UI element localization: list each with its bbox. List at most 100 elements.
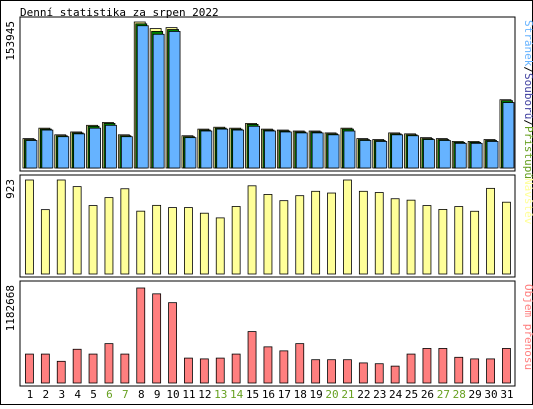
- bar-transfer-day-9: [152, 293, 162, 384]
- bar-visits-day-27: [438, 209, 448, 275]
- x-tick-label: 11: [182, 388, 195, 401]
- bar-transfer-day-17: [279, 350, 289, 384]
- x-tick-label: 7: [122, 388, 129, 401]
- bar-transfer-day-15: [247, 331, 257, 384]
- bar-stránek-day-30: [486, 141, 499, 169]
- bar-transfer-day-19: [311, 359, 321, 384]
- bar-visits-day-5: [88, 205, 98, 275]
- bar-transfer-day-27: [438, 348, 448, 384]
- legend-text: Stránek/Souborů/Přístupů: [522, 20, 533, 179]
- bar-transfer-day-10: [168, 302, 177, 384]
- x-tick-label: 26: [421, 388, 434, 401]
- bar-visits-day-12: [199, 212, 209, 275]
- x-tick-label: 24: [389, 388, 403, 401]
- x-tick-label: 18: [294, 388, 307, 401]
- panel-visits: 923 Návštěv: [4, 174, 533, 278]
- bar-stránek-day-29: [470, 142, 483, 169]
- bar-visits-day-31: [502, 201, 511, 275]
- bar-transfer-day-31: [502, 348, 511, 384]
- bar-stránek-day-15: [248, 125, 260, 169]
- bar-visits-day-1: [25, 179, 34, 275]
- bar-transfer-day-25: [406, 353, 416, 384]
- bar-stránek-day-7: [120, 136, 133, 169]
- bar-visits-day-25: [406, 199, 416, 275]
- x-tick-label: 25: [405, 388, 418, 401]
- x-tick-label: 8: [138, 388, 145, 401]
- y-max-label: 153945: [4, 21, 17, 61]
- bar-transfer-day-20: [327, 359, 336, 384]
- bar-stránek-day-20: [327, 134, 340, 169]
- bar-transfer-day-23: [374, 363, 384, 384]
- bar-stránek-day-28: [454, 142, 467, 169]
- bar-transfer-day-22: [358, 362, 368, 384]
- bar-transfer-day-7: [120, 353, 130, 384]
- bar-transfer-day-26: [422, 348, 432, 384]
- bar-visits-day-4: [72, 186, 82, 275]
- legend-item: Návštěv: [522, 178, 533, 225]
- bar-visits-day-14: [231, 206, 241, 275]
- panel-frame: [19, 16, 516, 172]
- bar-transfer-day-1: [25, 353, 34, 384]
- legend-item: /: [522, 66, 533, 73]
- bar-transfer-day-30: [486, 358, 495, 384]
- x-tick-label: 2: [43, 388, 50, 401]
- bar-visits-day-29: [470, 210, 480, 275]
- legend-item: /: [522, 119, 533, 126]
- x-tick-label: 21: [341, 388, 354, 401]
- legend-item: Stránek: [522, 20, 533, 67]
- bar-visits-day-15: [247, 185, 257, 275]
- bar-transfer-day-24: [390, 365, 400, 384]
- x-tick-label: 4: [74, 388, 81, 401]
- bar-transfer-day-28: [454, 356, 464, 384]
- bar-transfer-day-16: [263, 346, 273, 384]
- bar-visits-day-6: [104, 197, 114, 275]
- bar-stránek-day-19: [311, 132, 324, 169]
- panel-transfer: 1182668 Objem přenosu: [4, 280, 533, 387]
- bar-stránek-day-6: [105, 124, 117, 169]
- legend-item: Objem přenosu: [522, 284, 533, 370]
- x-tick-label: 19: [310, 388, 323, 401]
- x-tick-label: 14: [230, 388, 244, 401]
- x-tick-label: 1: [27, 388, 34, 401]
- bar-transfer-day-2: [40, 353, 50, 384]
- bar-transfer-day-13: [215, 357, 225, 384]
- bar-transfer-day-3: [56, 360, 66, 384]
- bar-stránek-day-1: [25, 140, 38, 169]
- bar-stránek-day-23: [375, 141, 388, 169]
- bar-stránek-day-26: [423, 139, 435, 169]
- bar-visits-day-7: [120, 188, 130, 275]
- bar-stránek-day-21: [343, 130, 356, 169]
- bar-transfer-day-6: [104, 343, 114, 384]
- bar-stránek-day-13: [216, 128, 229, 169]
- bar-transfer-day-29: [470, 358, 480, 384]
- panel-frame: [19, 280, 516, 387]
- panel-requests: 153945 Stránek/Souborů/Přístupů: [4, 16, 533, 179]
- bar-visits-day-18: [295, 195, 305, 275]
- bar-transfer-day-18: [295, 343, 305, 384]
- bar-visits-day-26: [422, 205, 432, 275]
- x-tick-label: 30: [484, 388, 497, 401]
- bar-stránek-day-3: [57, 136, 70, 169]
- bar-visits-day-21: [343, 179, 352, 275]
- x-tick-label: 16: [262, 388, 275, 401]
- bar-stránek-day-27: [438, 140, 451, 169]
- bar-stránek-day-9: [152, 33, 165, 169]
- x-tick-label: 3: [58, 388, 65, 401]
- bar-visits-day-17: [279, 200, 289, 275]
- bar-visits-day-10: [168, 207, 177, 275]
- x-tick-label: 29: [469, 388, 482, 401]
- bar-stránek-day-4: [73, 133, 86, 169]
- bar-stránek-day-10: [168, 31, 181, 169]
- bar-stránek-day-24: [391, 134, 404, 169]
- bar-stránek-day-17: [279, 131, 292, 169]
- bar-transfer-day-4: [72, 348, 82, 384]
- bar-stránek-day-31: [502, 102, 515, 169]
- x-tick-label: 10: [166, 388, 179, 401]
- x-tick-label: 6: [106, 388, 113, 401]
- x-tick-label: 28: [453, 388, 466, 401]
- bar-visits-day-11: [184, 207, 193, 275]
- bar-stránek-day-2: [41, 129, 54, 169]
- bar-visits-day-9: [152, 204, 162, 275]
- x-tick-label: 27: [437, 388, 450, 401]
- x-tick-label: 23: [373, 388, 386, 401]
